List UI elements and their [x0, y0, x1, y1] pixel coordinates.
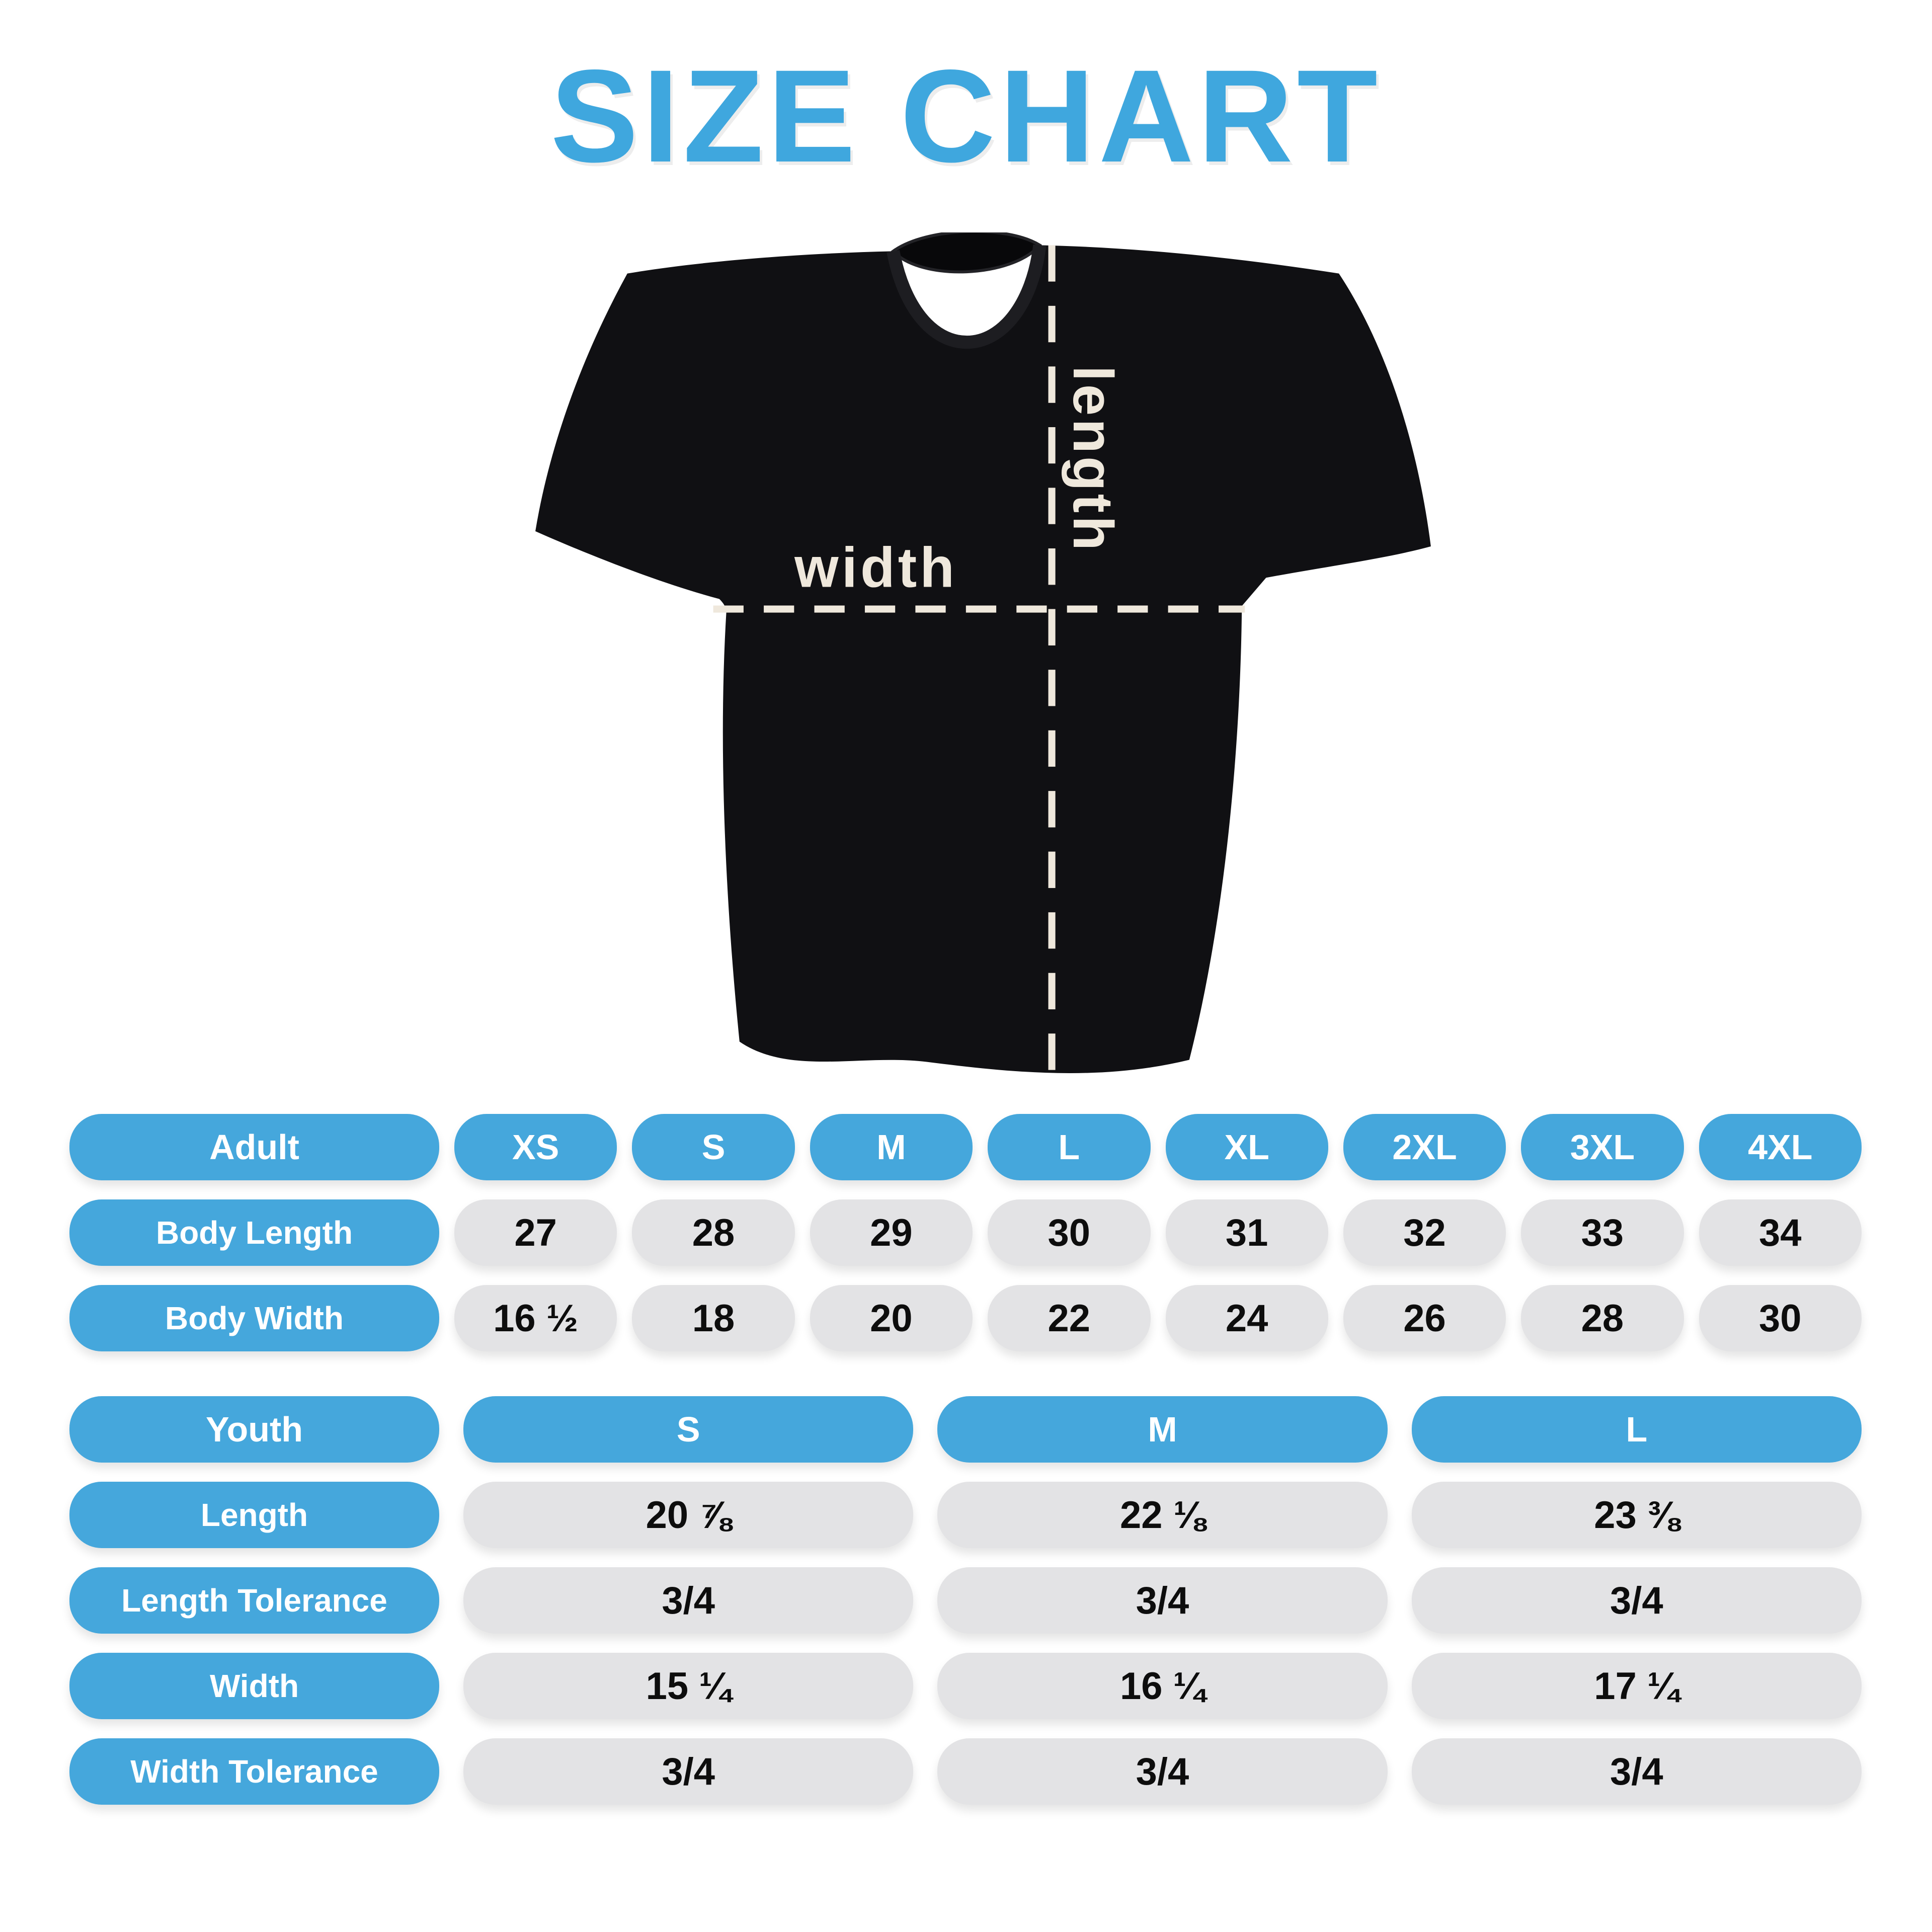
adult-body-width-cell: 26	[1343, 1285, 1506, 1351]
adult-body-length-cell: 31	[1165, 1199, 1328, 1266]
collar-band	[887, 244, 1046, 349]
adult-size-header-l: L	[988, 1114, 1151, 1180]
youth-length-tolerance-cell: 3/4	[463, 1567, 914, 1634]
youth-row-label-length: Length	[69, 1482, 439, 1548]
adult-body-length-cell: 33	[1521, 1199, 1684, 1266]
youth-width-cell: 16 ¼	[937, 1653, 1388, 1719]
adult-body-width-cell: 24	[1165, 1285, 1328, 1351]
adult-body-length-cell: 30	[988, 1199, 1151, 1266]
adult-body-width-cell: 20	[810, 1285, 973, 1351]
tshirt-graphic	[535, 245, 1431, 1073]
adult-size-table: Adult XS S M L XL 2XL 3XL 4XL Body Lengt…	[69, 1114, 1862, 1351]
adult-size-header-s: S	[632, 1114, 795, 1180]
adult-body-width-cell: 22	[988, 1285, 1151, 1351]
youth-width-tolerance-cell: 3/4	[463, 1738, 914, 1805]
youth-length-tolerance-cell: 3/4	[937, 1567, 1388, 1634]
youth-table-label: Youth	[69, 1396, 439, 1463]
adult-body-length-cell: 34	[1699, 1199, 1862, 1266]
adult-body-length-cell: 29	[810, 1199, 973, 1266]
youth-size-header-s: S	[463, 1396, 914, 1463]
adult-body-width-cell: 28	[1521, 1285, 1684, 1351]
youth-width-tolerance-cell: 3/4	[1411, 1738, 1862, 1805]
adult-row-label-body-length: Body Length	[69, 1199, 439, 1266]
youth-row-label-width-tolerance: Width Tolerance	[69, 1738, 439, 1805]
youth-size-header-m: M	[937, 1396, 1388, 1463]
adult-row-label-body-width: Body Width	[69, 1285, 439, 1351]
adult-body-width-cell: 16 ½	[454, 1285, 617, 1351]
youth-size-table: Youth S M L Length 20 ⅞ 22 ⅛ 23 ⅜ Length…	[69, 1396, 1862, 1805]
adult-body-length-cell: 32	[1343, 1199, 1506, 1266]
adult-size-header-m: M	[810, 1114, 973, 1180]
tshirt-svg: width length	[535, 232, 1431, 1075]
youth-length-cell: 22 ⅛	[937, 1482, 1388, 1548]
adult-size-header-4xl: 4XL	[1699, 1114, 1862, 1180]
tshirt-diagram: width length	[527, 232, 1439, 1088]
page-title: SIZE CHART	[550, 42, 1382, 190]
adult-size-header-3xl: 3XL	[1521, 1114, 1684, 1180]
adult-table-label: Adult	[69, 1114, 439, 1180]
youth-row-label-width: Width	[69, 1653, 439, 1719]
adult-size-header-2xl: 2XL	[1343, 1114, 1506, 1180]
adult-size-header-xs: XS	[454, 1114, 617, 1180]
adult-body-length-cell: 28	[632, 1199, 795, 1266]
adult-size-header-xl: XL	[1165, 1114, 1328, 1180]
youth-width-tolerance-cell: 3/4	[937, 1738, 1388, 1805]
youth-row-label-length-tolerance: Length Tolerance	[69, 1567, 439, 1634]
adult-body-width-cell: 18	[632, 1285, 795, 1351]
youth-size-header-l: L	[1411, 1396, 1862, 1463]
youth-width-cell: 17 ¼	[1411, 1653, 1862, 1719]
length-label: length	[1062, 365, 1125, 553]
collar-back	[891, 232, 1042, 274]
youth-width-cell: 15 ¼	[463, 1653, 914, 1719]
adult-body-length-cell: 27	[454, 1199, 617, 1266]
adult-body-width-cell: 30	[1699, 1285, 1862, 1351]
youth-length-cell: 20 ⅞	[463, 1482, 914, 1548]
youth-length-tolerance-cell: 3/4	[1411, 1567, 1862, 1634]
width-label: width	[794, 535, 957, 599]
youth-length-cell: 23 ⅜	[1411, 1482, 1862, 1548]
